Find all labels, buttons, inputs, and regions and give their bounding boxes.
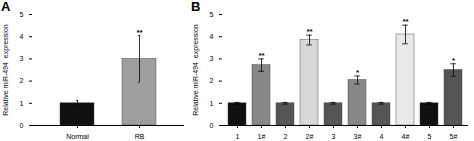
svg-text:5: 5	[428, 133, 432, 140]
html-text:A: A	[1, 0, 11, 14]
svg-text:RB: RB	[135, 133, 145, 140]
svg-text:5: 5	[20, 11, 24, 18]
svg-text:Relative miR-494 expression: Relative miR-494 expression	[192, 24, 200, 116]
svg-text:1#: 1#	[258, 133, 266, 140]
svg-text:4: 4	[210, 33, 214, 40]
svg-text:5#: 5#	[450, 133, 458, 140]
svg-text:3: 3	[210, 55, 214, 62]
svg-text:3: 3	[332, 133, 336, 140]
html-text:B: B	[191, 0, 201, 14]
svg-text:2#: 2#	[306, 133, 314, 140]
svg-text:**: **	[136, 28, 143, 37]
svg-text:*: *	[356, 68, 360, 77]
svg-text:4#: 4#	[402, 133, 410, 140]
svg-text:*: *	[452, 56, 456, 65]
svg-text:1: 1	[236, 133, 240, 140]
svg-text:2: 2	[210, 77, 214, 84]
svg-text:4: 4	[380, 133, 384, 140]
svg-text:Relative miR-494 expression: Relative miR-494 expression	[2, 24, 10, 116]
svg-text:0: 0	[210, 122, 214, 129]
svg-text:**: **	[306, 27, 313, 36]
svg-text:3: 3	[20, 55, 24, 62]
svg-text:4: 4	[20, 33, 24, 40]
svg-text:0: 0	[20, 122, 24, 129]
svg-text:5: 5	[210, 11, 214, 18]
svg-text:1: 1	[20, 100, 24, 107]
svg-text:Normal: Normal	[66, 133, 89, 140]
svg-text:2: 2	[284, 133, 288, 140]
svg-text:**: **	[258, 51, 265, 60]
svg-text:2: 2	[20, 77, 24, 84]
svg-text:1: 1	[210, 100, 214, 107]
svg-text:3#: 3#	[354, 133, 362, 140]
svg-text:**: **	[402, 17, 409, 26]
